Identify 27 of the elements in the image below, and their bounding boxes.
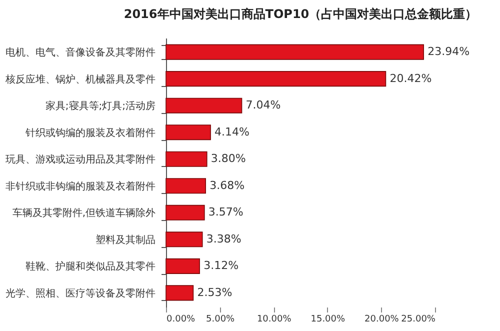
y-tick-label: 塑料及其制品 [96,234,156,246]
data-label: 4.14% [214,125,250,138]
x-tick-label: 20.00% [364,314,400,324]
y-tick-label: 玩具、游戏或运动用品及其零附件 [6,154,156,166]
x-tick-label: 25.00% [401,314,436,324]
x-tick-label: 15.00% [310,314,346,324]
y-tick-label: 家具;寝具等;灯具;活动房 [45,100,156,112]
x-tick-label: 10.00% [256,314,292,324]
chart-title: 2016年中国对美出口商品TOP10（占中国对美出口总金额比重） [124,7,478,21]
y-tick-label: 电机、电气、音像设备及其零附件 [6,46,156,59]
data-label: 23.94% [428,45,470,58]
data-label: 3.68% [210,178,245,192]
y-tick-label: 车辆及其零附件,但铁道车辆除外 [12,207,156,220]
data-label: 3.57% [208,206,244,219]
y-tick-label: 针织或钩编的服装及衣着附件 [24,126,156,139]
y-tick-label: 核反应堆、锅炉、机械器具及零件 [4,73,156,86]
data-label: 3.38% [206,232,242,246]
x-tick-label: 0.00% [166,314,196,324]
data-label: 7.04% [246,98,281,112]
data-label: 2.53% [197,286,232,299]
data-label: 20.42% [390,72,432,85]
data-label: 3.12% [204,259,239,272]
y-tick-label: 非针织或非钩编的服装及衣着附件 [6,180,156,192]
x-tick-label: 5.00% [206,314,236,324]
y-tick-label: 光学、照相、医疗等设备及零附件 [6,287,156,300]
y-tick-label: 鞋靴、护腿和类似品及其零件 [26,260,156,273]
data-label: 3.80% [210,152,246,166]
